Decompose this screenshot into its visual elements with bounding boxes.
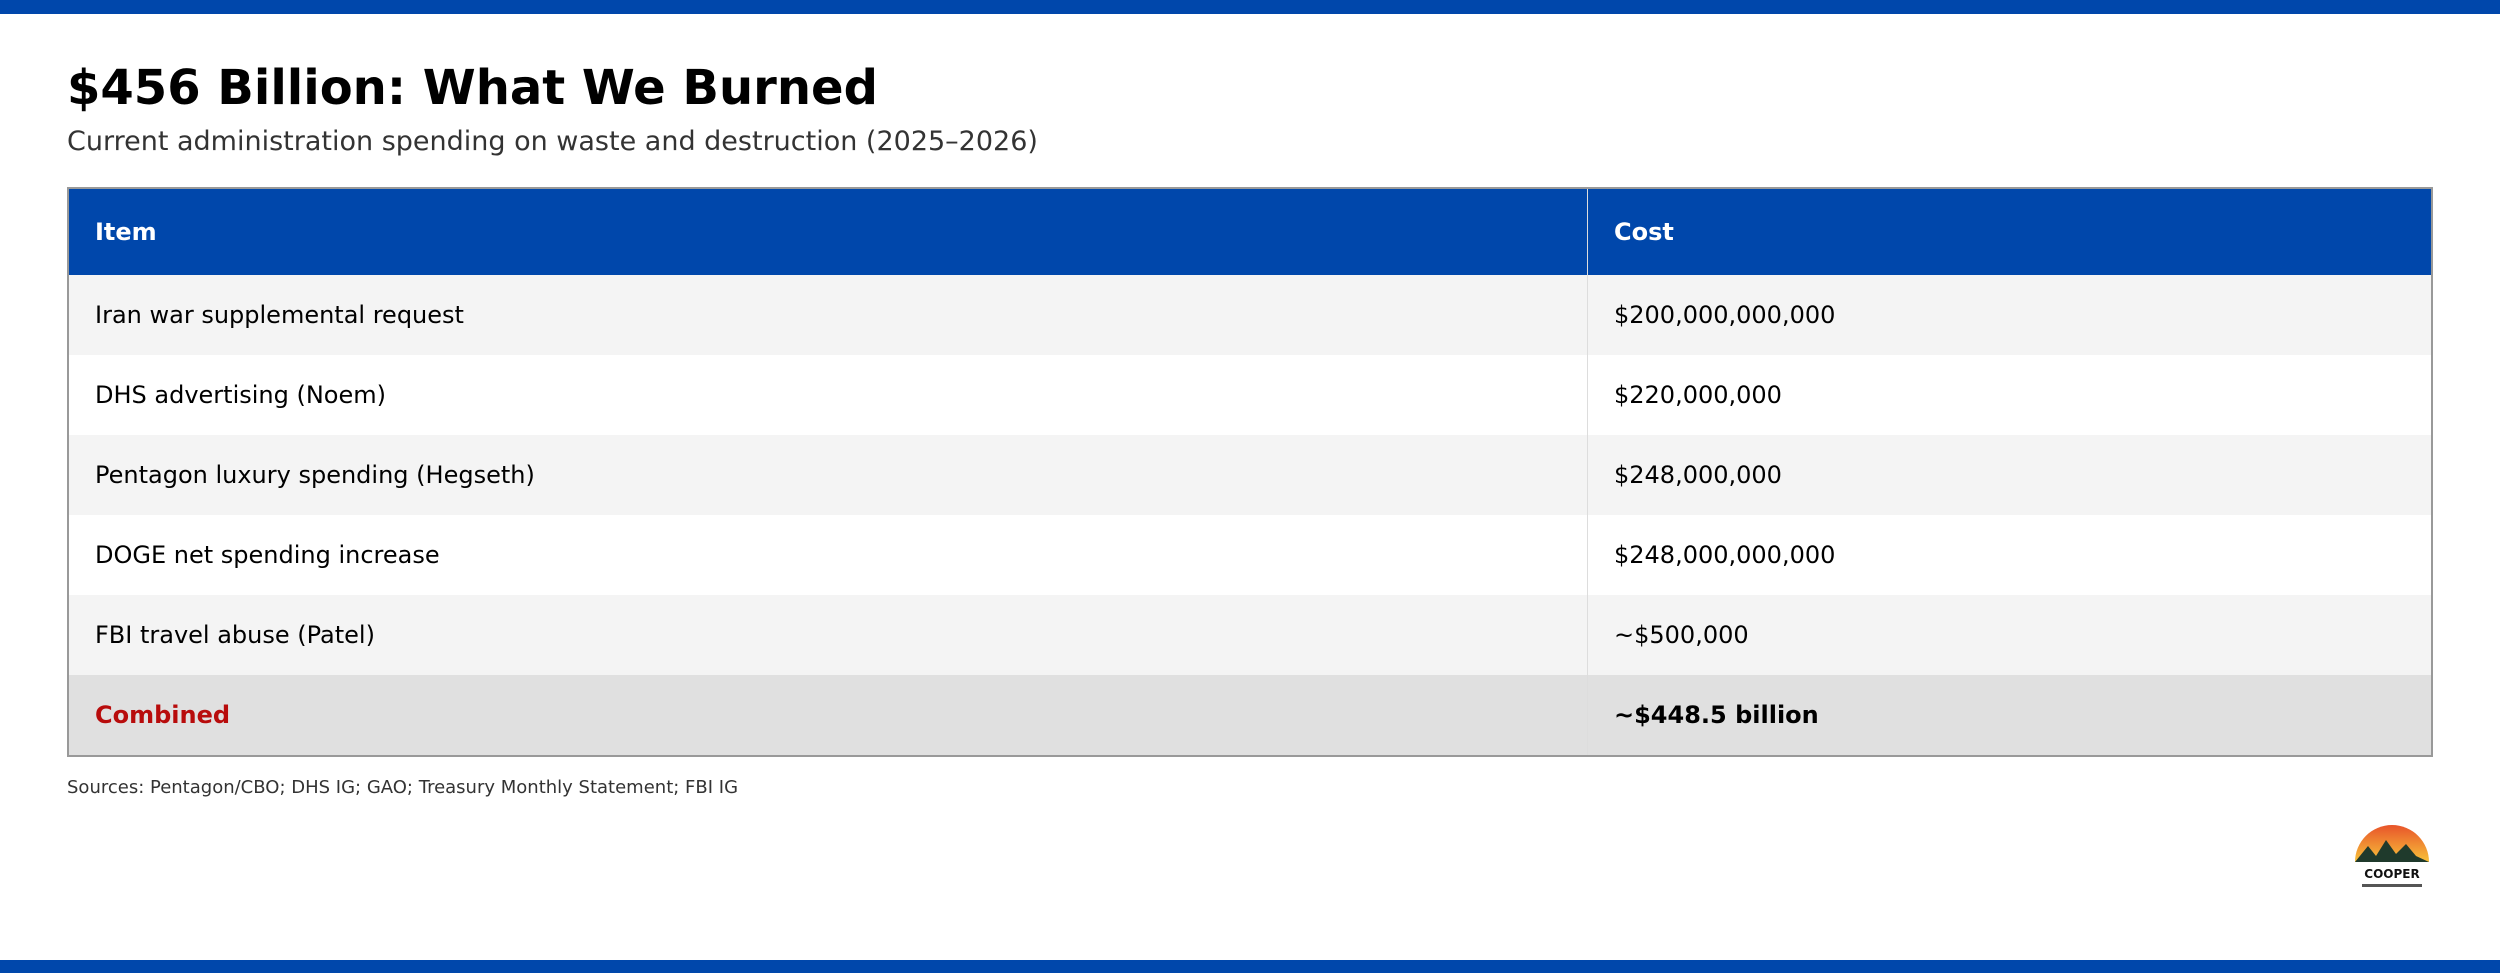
cost-cell: $200,000,000,000: [1587, 275, 2432, 355]
subtitle: Current administration spending on waste…: [67, 126, 1038, 157]
cost-table: Item Cost Iran war supplemental request $…: [67, 187, 2433, 757]
cost-cell: $220,000,000: [1587, 355, 2432, 435]
item-cell: Pentagon luxury spending (Hegseth): [68, 435, 1588, 515]
table-row: FBI travel abuse (Patel) ~$500,000: [68, 595, 2432, 675]
logo-text: COOPER: [2364, 867, 2419, 881]
sources: Sources: Pentagon/CBO; DHS IG; GAO; Trea…: [67, 777, 739, 798]
cost-cell: $248,000,000: [1587, 435, 2432, 515]
total-cost: ~$448.5 billion: [1587, 675, 2432, 756]
title: $456 Billion: What We Burned: [67, 60, 878, 116]
logo: COOPER: [2355, 825, 2429, 887]
table-row: DHS advertising (Noem) $220,000,000: [68, 355, 2432, 435]
table-row: Iran war supplemental request $200,000,00…: [68, 275, 2432, 355]
bottom-bar: [0, 960, 2500, 973]
item-cell: Iran war supplemental request: [68, 275, 1588, 355]
cost-cell: $248,000,000,000: [1587, 515, 2432, 595]
column-header: Item: [68, 188, 1588, 275]
total-row: Combined ~$448.5 billion: [68, 675, 2432, 756]
column-header: Cost: [1587, 188, 2432, 275]
top-bar: [0, 0, 2500, 14]
item-cell: FBI travel abuse (Patel): [68, 595, 1588, 675]
cost-cell: ~$500,000: [1587, 595, 2432, 675]
item-cell: DHS advertising (Noem): [68, 355, 1588, 435]
header-row: Item Cost: [68, 188, 2432, 275]
table-row: DOGE net spending increase $248,000,000,0…: [68, 515, 2432, 595]
total-label: Combined: [68, 675, 1588, 756]
table-row: Pentagon luxury spending (Hegseth) $248,0…: [68, 435, 2432, 515]
item-cell: DOGE net spending increase: [68, 515, 1588, 595]
